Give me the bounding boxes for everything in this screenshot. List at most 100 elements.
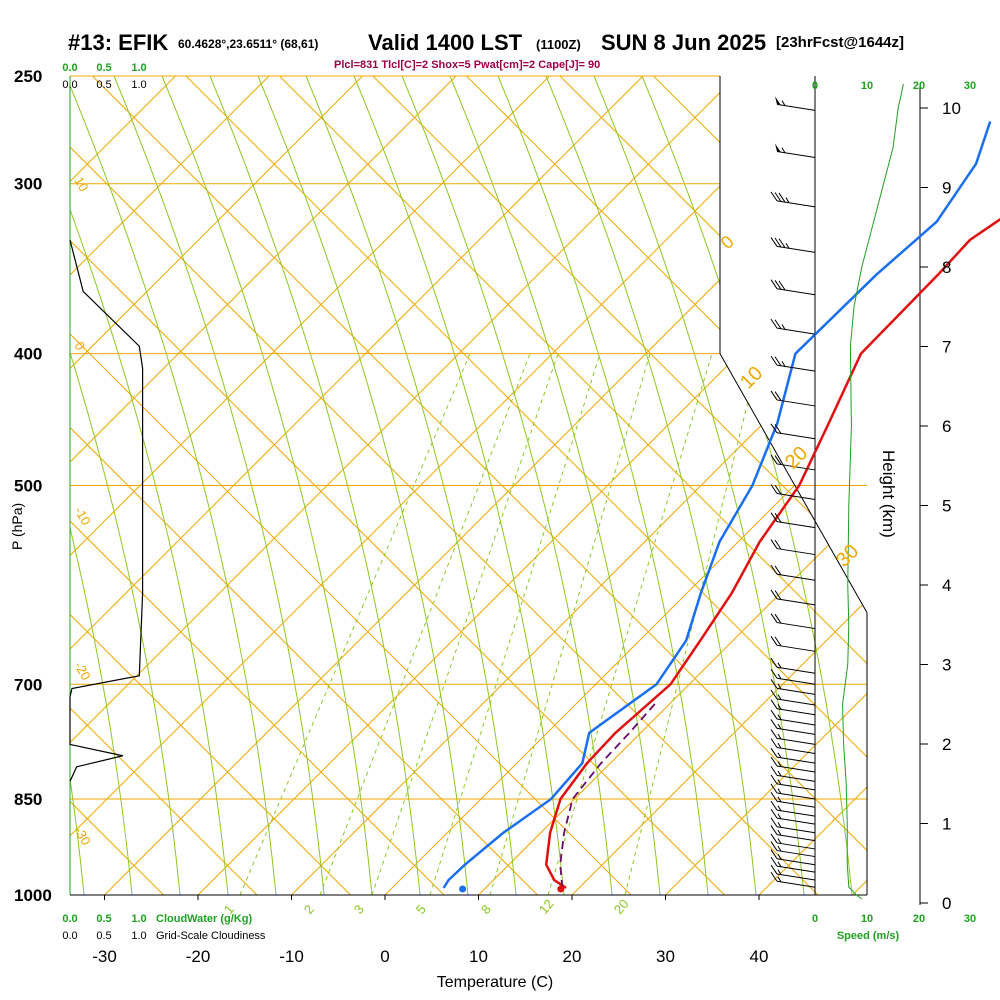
chart-grid (69, 75, 1000, 905)
wind-barb (770, 636, 816, 652)
wind-barb (770, 856, 816, 873)
wind-barb-shaft (776, 792, 816, 800)
wind-barb (770, 318, 816, 335)
height-tick-label: 7 (942, 338, 951, 357)
wind-barb-half (777, 845, 782, 852)
wind-barb-half (777, 723, 782, 730)
wind-barb-flag (770, 709, 778, 720)
wind-barb-half (777, 662, 782, 669)
wind-barb-shaft (776, 708, 816, 716)
wind-barb (770, 871, 816, 888)
wind-barb-flag (770, 738, 778, 748)
wind-barb-flag (770, 756, 778, 767)
wind-barb (770, 729, 816, 745)
wind-barb-flag (770, 817, 778, 828)
isotherm-line (70, 76, 457, 895)
isotherm-label: 10 (71, 174, 91, 194)
wind-barb-shaft (776, 288, 816, 296)
wind-barb-flag (774, 613, 782, 624)
wind-barb (770, 355, 816, 372)
wind-barb-shaft (776, 399, 816, 407)
wind-barb-flag (770, 841, 778, 851)
wind-barb (770, 390, 816, 407)
wind-barb-flag (774, 237, 782, 248)
diagonal-line (559, 76, 867, 895)
isotherm-label: 0 (71, 339, 88, 353)
isotherm-line (665, 76, 867, 895)
isotherm-line (571, 76, 867, 895)
wind-barb (770, 817, 816, 834)
wind-barb-flag (770, 589, 778, 600)
wind-barb-flag (778, 238, 786, 248)
cloudiness-scale-top: 1.0 (131, 79, 146, 91)
wind-barb-half (777, 704, 782, 710)
wind-barb-flag (770, 237, 778, 247)
side-panels (69, 84, 904, 900)
parcel-trace (559, 700, 659, 888)
wind-barb-flag (774, 319, 782, 330)
speed-scale-bottom: 10 (861, 913, 873, 925)
cloudiness-scale-top: 0.0 (62, 79, 77, 91)
wind-barb (770, 864, 816, 881)
wind-barb-flag (770, 699, 778, 709)
frame-slant (719, 353, 868, 613)
wind-barb-shaft (776, 573, 816, 581)
isotherm-line (70, 76, 363, 895)
pressure-label: 400 (14, 345, 42, 364)
wind-barb-flag (774, 280, 782, 290)
mixing-ratio-line (239, 353, 471, 895)
wind-barb (770, 783, 816, 800)
wind-barb-shaft (776, 718, 816, 726)
mixing-ratio-label: 2 (301, 902, 317, 917)
pressure-label: 1000 (14, 886, 52, 905)
wind-barb-flag (774, 512, 782, 523)
wind-barb-flag (770, 800, 778, 811)
wind-barb-flag (770, 512, 778, 522)
wind-barb (770, 756, 816, 773)
wind-barb-half (777, 861, 782, 867)
speed-axis-label: Speed (m/s) (837, 930, 900, 942)
wind-barb-half (777, 683, 782, 690)
height-tick-label: 1 (942, 815, 951, 834)
wind-barb-half (777, 770, 782, 777)
cloudwater-label: CloudWater (g/Kg) (156, 913, 252, 925)
wind-barb-half (777, 829, 782, 836)
wind-barb-flag (770, 657, 778, 668)
wind-barb-flag (770, 791, 778, 802)
wind-barb-shaft (776, 327, 816, 335)
wind-barb-flag (770, 808, 778, 819)
wind-barb-shaft (776, 598, 816, 606)
wind-barb (770, 454, 816, 471)
wind-barb (770, 774, 816, 791)
chart-series (442, 121, 1000, 893)
zulu-time: (1100Z) (536, 37, 581, 52)
wind-barb-shaft (776, 746, 816, 754)
temp-tick-label: -20 (186, 947, 211, 966)
wind-barb (770, 719, 816, 735)
cloudwater-scale-top: 1.0 (131, 62, 146, 74)
wind-barb-flag (770, 539, 778, 549)
height-tick-label: 6 (942, 417, 951, 436)
isotherm-label: -20 (71, 659, 93, 683)
wind-barb-half (777, 822, 782, 828)
wind-barb (770, 766, 816, 782)
wind-barb (770, 699, 816, 716)
diagonal-line (70, 76, 258, 895)
mixing-ratio-line (547, 353, 713, 895)
wind-barb-half (777, 813, 782, 820)
wind-barb-flag (770, 719, 778, 729)
speed-scale-bottom: 30 (964, 913, 976, 925)
mixing-ratio-label: 20 (611, 896, 632, 917)
diagonal-line (934, 76, 1000, 895)
cloudiness-scale-top: 0.5 (96, 79, 111, 91)
wind-barb-shaft (776, 666, 816, 674)
wind-barb-flag (770, 355, 778, 366)
wind-barb-shaft (776, 548, 816, 556)
wind-barb-shaft (776, 783, 816, 791)
wind-barb-shaft (776, 880, 816, 888)
wind-barb-shaft (776, 774, 816, 782)
wind-barb-shaft (776, 432, 816, 440)
wind-barb-flag (774, 484, 782, 495)
wind-barb-half (781, 324, 786, 330)
